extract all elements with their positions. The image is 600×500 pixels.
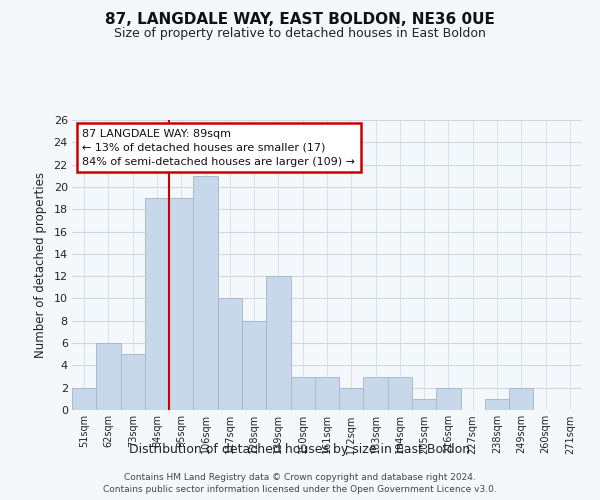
Bar [412,399,436,410]
Bar [339,388,364,410]
Bar [485,399,509,410]
Bar [218,298,242,410]
Bar [169,198,193,410]
Bar [242,321,266,410]
Text: 87 LANGDALE WAY: 89sqm
← 13% of detached houses are smaller (17)
84% of semi-det: 87 LANGDALE WAY: 89sqm ← 13% of detached… [82,128,355,166]
Bar [145,198,169,410]
Bar [436,388,461,410]
Bar [364,376,388,410]
Bar [193,176,218,410]
Text: Contains HM Land Registry data © Crown copyright and database right 2024.: Contains HM Land Registry data © Crown c… [124,473,476,482]
Bar [315,376,339,410]
Text: Distribution of detached houses by size in East Boldon: Distribution of detached houses by size … [130,444,470,456]
Bar [388,376,412,410]
Y-axis label: Number of detached properties: Number of detached properties [34,172,47,358]
Text: Contains public sector information licensed under the Open Government Licence v3: Contains public sector information licen… [103,484,497,494]
Bar [290,376,315,410]
Text: 87, LANGDALE WAY, EAST BOLDON, NE36 0UE: 87, LANGDALE WAY, EAST BOLDON, NE36 0UE [105,12,495,28]
Text: Size of property relative to detached houses in East Boldon: Size of property relative to detached ho… [114,28,486,40]
Bar [72,388,96,410]
Bar [96,343,121,410]
Bar [509,388,533,410]
Bar [121,354,145,410]
Bar [266,276,290,410]
